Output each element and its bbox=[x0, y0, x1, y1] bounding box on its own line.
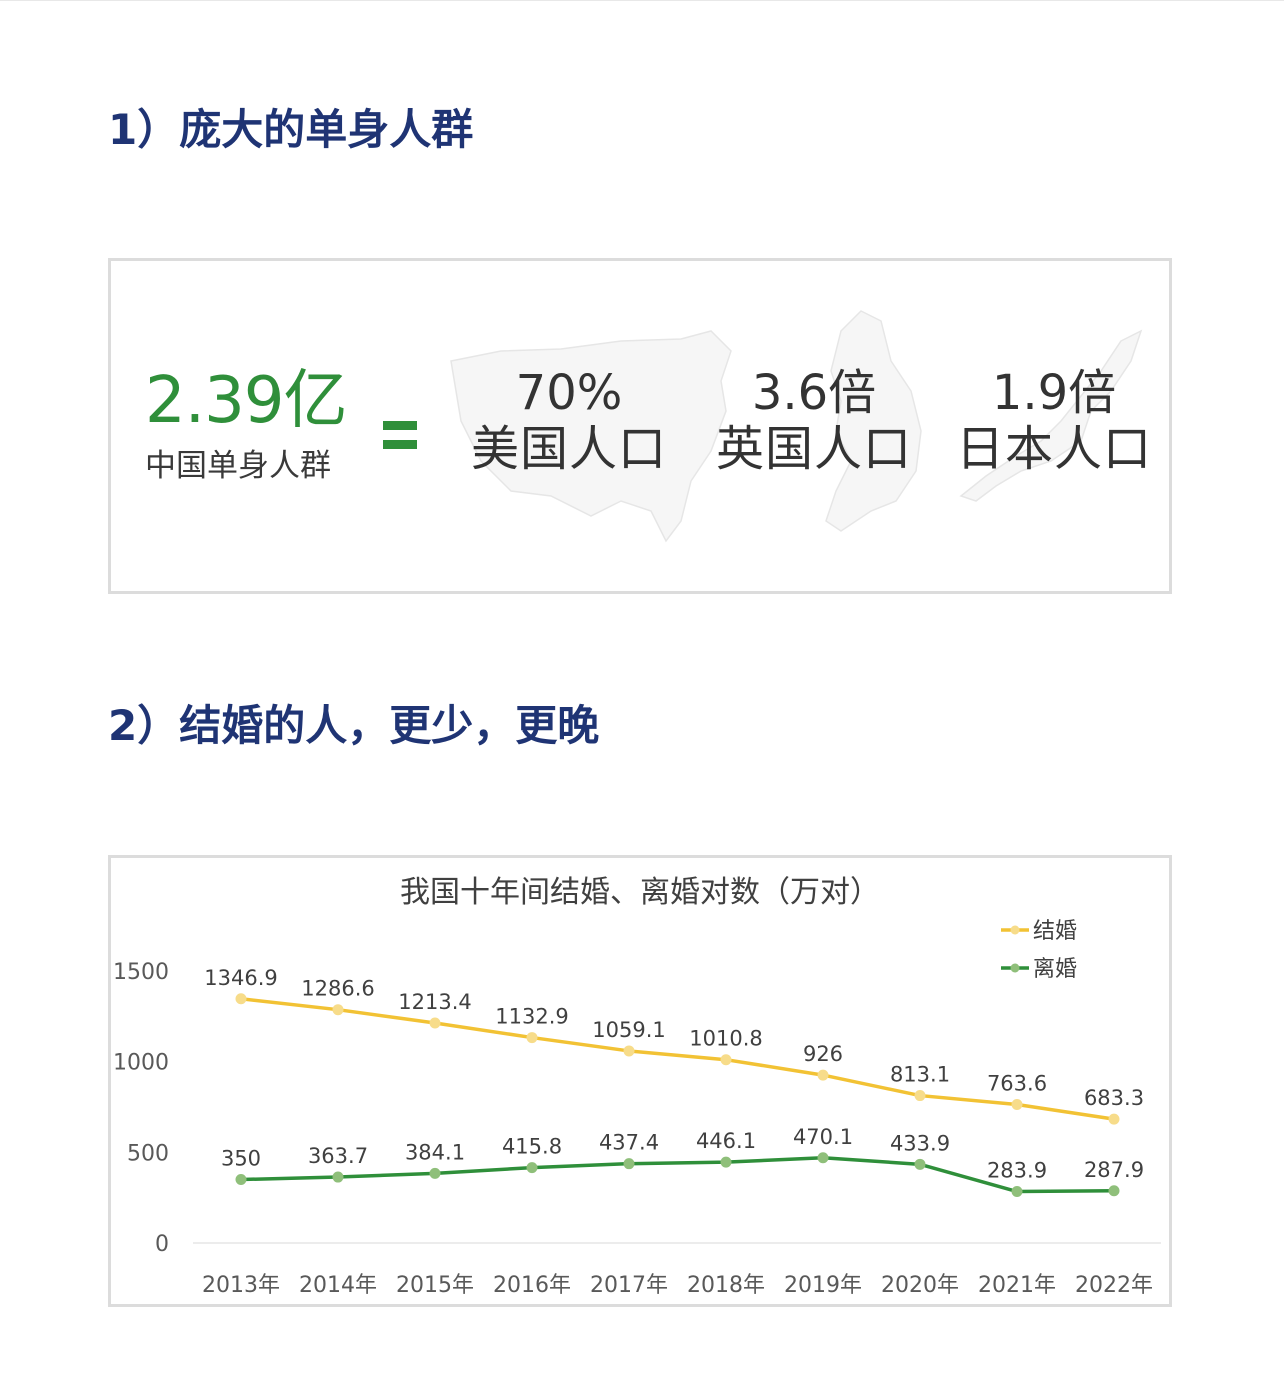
x-tick-label: 2021年 bbox=[978, 1273, 1056, 1298]
x-tick-label: 2015年 bbox=[396, 1273, 474, 1298]
x-tick-label: 2020年 bbox=[881, 1273, 959, 1298]
comparison-label: 日本人口 bbox=[955, 421, 1152, 477]
x-tick-label: 2019年 bbox=[784, 1273, 862, 1298]
data-label: 1286.6 bbox=[301, 977, 374, 1001]
data-point bbox=[1108, 1113, 1120, 1125]
uk-map-icon bbox=[825, 310, 922, 532]
x-tick-label: 2017年 bbox=[590, 1273, 668, 1298]
data-point bbox=[429, 1167, 441, 1179]
series-line-marriage bbox=[240, 997, 1115, 1121]
data-point bbox=[914, 1158, 926, 1170]
data-label: 415.8 bbox=[502, 1135, 562, 1159]
legend-marker bbox=[1010, 925, 1020, 935]
data-label: 1213.4 bbox=[398, 990, 471, 1014]
data-point bbox=[429, 1017, 441, 1029]
data-label: 926 bbox=[803, 1042, 843, 1066]
comparison-value: 1.9倍 bbox=[991, 365, 1117, 421]
single-count-value: 2.39亿 bbox=[145, 364, 347, 438]
data-point bbox=[720, 1054, 732, 1066]
data-point bbox=[1011, 1099, 1023, 1111]
data-label: 1010.8 bbox=[689, 1027, 762, 1051]
top-divider bbox=[0, 0, 1284, 1]
data-point bbox=[235, 1174, 247, 1186]
data-point bbox=[817, 1069, 829, 1081]
legend-label: 离婚 bbox=[1033, 957, 1077, 982]
x-tick-label: 2022年 bbox=[1075, 1273, 1153, 1298]
data-label: 350 bbox=[221, 1147, 261, 1171]
section-1-heading: 1）庞大的单身人群 bbox=[108, 105, 474, 154]
data-label: 283.9 bbox=[987, 1159, 1047, 1183]
data-label: 763.6 bbox=[987, 1072, 1047, 1096]
y-tick-label: 0 bbox=[155, 1232, 169, 1257]
data-point bbox=[623, 1045, 635, 1057]
data-label: 287.9 bbox=[1084, 1158, 1144, 1182]
chart-title: 我国十年间结婚、离婚对数（万对） bbox=[400, 875, 880, 910]
data-point bbox=[235, 993, 247, 1005]
section-2-heading: 2）结婚的人，更少，更晚 bbox=[108, 701, 600, 750]
data-point bbox=[526, 1032, 538, 1044]
world-maps-watermark bbox=[450, 310, 1143, 543]
comparison-value: 70% bbox=[515, 365, 623, 421]
data-point bbox=[817, 1152, 829, 1164]
data-label: 1059.1 bbox=[592, 1018, 665, 1042]
comparison-uk: 3.6倍 英国人口 bbox=[709, 365, 919, 477]
y-tick-label: 1000 bbox=[113, 1051, 169, 1076]
usa-map-icon bbox=[450, 330, 732, 543]
marriage-divorce-chart-panel: 我国十年间结婚、离婚对数（万对） 0 500 1000 1500 2013年 2014年 20… bbox=[108, 855, 1172, 1307]
data-point bbox=[526, 1162, 538, 1174]
data-label: 1132.9 bbox=[495, 1005, 568, 1029]
comparison-label: 美国人口 bbox=[470, 421, 667, 477]
x-tick-label: 2014年 bbox=[299, 1273, 377, 1298]
data-point bbox=[1011, 1186, 1023, 1198]
data-point bbox=[720, 1156, 732, 1168]
data-point bbox=[914, 1090, 926, 1102]
legend-marker bbox=[1010, 963, 1020, 973]
single-count-label: 中国单身人群 bbox=[145, 448, 331, 484]
data-label: 433.9 bbox=[890, 1131, 950, 1155]
comparison-value: 3.6倍 bbox=[751, 365, 877, 421]
series-line-divorce bbox=[240, 1156, 1115, 1194]
data-point bbox=[332, 1171, 344, 1183]
data-label: 437.4 bbox=[599, 1131, 659, 1155]
data-label: 1346.9 bbox=[204, 966, 277, 990]
japan-map-icon bbox=[959, 329, 1143, 502]
legend-label: 结婚 bbox=[1033, 919, 1077, 944]
y-tick-label: 1500 bbox=[113, 960, 169, 985]
data-label: 813.1 bbox=[890, 1063, 950, 1087]
comparison-usa: 70% 美国人口 bbox=[464, 365, 674, 477]
comparison-japan: 1.9倍 日本人口 bbox=[949, 365, 1159, 477]
x-tick-label: 2018年 bbox=[687, 1273, 765, 1298]
data-label: 683.3 bbox=[1084, 1086, 1144, 1110]
data-point bbox=[1108, 1185, 1120, 1197]
x-tick-label: 2016年 bbox=[493, 1273, 571, 1298]
x-tick-label: 2013年 bbox=[202, 1273, 280, 1298]
data-label: 363.7 bbox=[308, 1144, 368, 1168]
data-point bbox=[332, 1004, 344, 1016]
single-population-panel: 2.39亿 中国单身人群 70% 美国人口 3.6倍 英国人口 1.9倍 日本人… bbox=[108, 258, 1172, 594]
comparison-label: 英国人口 bbox=[715, 421, 912, 477]
data-label: 384.1 bbox=[405, 1140, 465, 1164]
y-tick-label: 500 bbox=[127, 1141, 169, 1166]
data-label: 470.1 bbox=[793, 1125, 853, 1149]
marriage-divorce-line-chart: 我国十年间结婚、离婚对数（万对） 0 500 1000 1500 2013年 2014年 20… bbox=[113, 875, 1161, 1298]
data-label: 446.1 bbox=[696, 1129, 756, 1153]
data-point bbox=[623, 1158, 635, 1170]
equals-sign-icon bbox=[383, 421, 417, 449]
